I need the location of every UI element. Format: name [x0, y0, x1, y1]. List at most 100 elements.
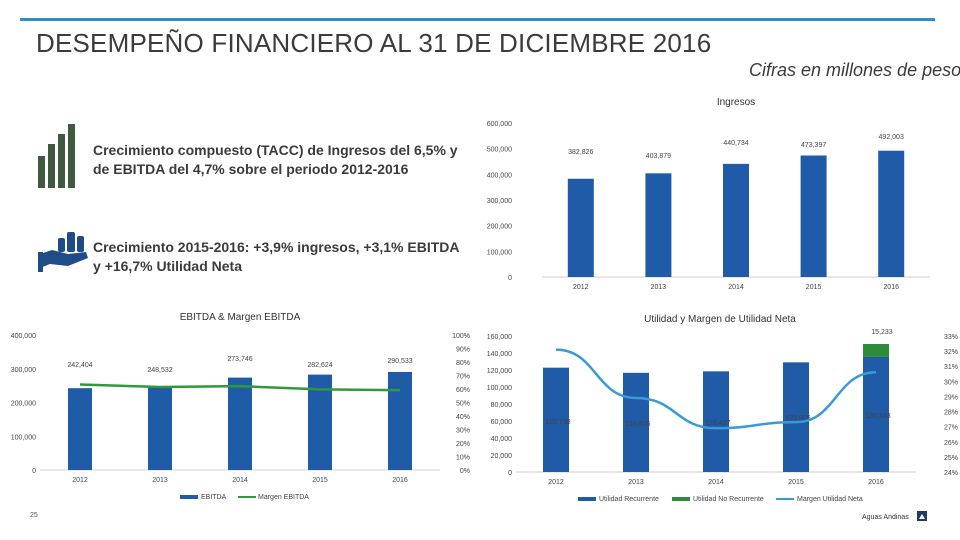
utilidad-value-label: 122,738 — [545, 419, 570, 426]
ebitda-bar — [228, 377, 252, 470]
ebitda-value-label: 242,404 — [67, 362, 92, 369]
utilidad-recurrente-bar — [543, 367, 569, 472]
ebitda-y2-tick-label: 40% — [456, 414, 470, 421]
utilidad-recurrente-bar — [863, 356, 889, 472]
utilidad-y-tick-label: 80,000 — [491, 402, 513, 409]
ingresos-x-tick-label: 2012 — [573, 284, 589, 291]
ebitda-y-tick-label: 0 — [32, 468, 36, 475]
utilidad-y2-tick-label: 26% — [944, 440, 958, 447]
ebitda-y2-tick-label: 60% — [456, 387, 470, 394]
utilidad-y2-tick-label: 28% — [944, 410, 958, 417]
utilidad-legend-label: Utilidad No Recurrente — [693, 496, 764, 503]
ingresos-y-tick-label: 500,000 — [487, 147, 512, 154]
utilidad-x-tick-label: 2014 — [708, 479, 724, 486]
utilidad-y2-tick-label: 32% — [944, 349, 958, 356]
ingresos-y-tick-label: 200,000 — [487, 224, 512, 231]
utilidad-y2-tick-label: 27% — [944, 425, 958, 432]
ingresos-x-tick-label: 2015 — [806, 284, 822, 291]
ebitda-legend-label: Margen EBITDA — [258, 494, 309, 501]
ebitda-chart-title: EBITDA & Margen EBITDA — [180, 312, 301, 323]
ebitda-value-label: 248,532 — [147, 367, 172, 374]
ebitda-chart: EBITDA & Margen EBITDA 0 100,000 200,000 300… — [11, 312, 470, 501]
brand-logo-icon — [917, 511, 927, 521]
ingresos-bar — [723, 163, 749, 277]
ebitda-y-tick-label: 100,000 — [11, 434, 36, 441]
utilidad-x-tick-label: 2013 — [628, 479, 644, 486]
ebitda-x-tick-label: 2014 — [232, 477, 248, 484]
ebitda-y2-tick-label: 0% — [460, 468, 470, 475]
utilidad-no-recurrente-label: 15,233 — [871, 329, 893, 336]
utilidad-recurrente-bar — [623, 372, 649, 472]
page-title: DESEMPEÑO FINANCIERO AL 31 DE DICIEMBRE … — [36, 28, 712, 58]
utilidad-y-tick-label: 160,000 — [487, 334, 512, 341]
utilidad-value-label: 118,427 — [706, 420, 731, 427]
highlight-growth-line1: Crecimiento 2015-2016: +3,9% ingresos, +… — [93, 239, 460, 255]
utilidad-value-label: 116,676 — [626, 421, 651, 428]
highlight-tacc: Crecimiento compuesto (TACC) de Ingresos… — [93, 141, 458, 179]
utilidad-x-tick-label: 2012 — [548, 479, 564, 486]
ebitda-x-tick-label: 2012 — [72, 477, 88, 484]
utilidad-y-tick-label: 120,000 — [487, 368, 512, 375]
ingresos-y-tick-label: 100,000 — [487, 249, 512, 256]
ingresos-chart: Ingresos 0 100,000 200,000 300,000 400,000 500… — [487, 97, 930, 291]
ebitda-y2-tick-label: 10% — [456, 455, 470, 462]
ebitda-y-tick-label: 300,000 — [11, 367, 36, 374]
ingresos-value-label: 492,003 — [879, 134, 904, 141]
utilidad-legend-label: Utilidad Recurrente — [599, 496, 659, 503]
page-number: 25 — [30, 512, 38, 519]
utilidad-y2-tick-label: 24% — [944, 470, 958, 477]
utilidad-y-tick-label: 40,000 — [491, 436, 513, 443]
ebitda-x-tick-label: 2013 — [152, 477, 168, 484]
ingresos-value-label: 440,734 — [723, 140, 748, 147]
utilidad-chart-title: Utilidad y Margen de Utilidad Neta — [644, 314, 796, 325]
utilidad-y2-tick-label: 33% — [944, 334, 958, 341]
utilidad-chart: Utilidad y Margen de Utilidad Neta 0 20,00… — [487, 314, 958, 503]
highlight-growth: Crecimiento 2015-2016: +3,9% ingresos, +… — [93, 238, 460, 276]
ingresos-y-tick-label: 0 — [508, 275, 512, 282]
ebitda-value-label: 290,533 — [387, 358, 412, 365]
ingresos-value-label: 473,397 — [801, 142, 826, 149]
ebitda-bar — [68, 388, 92, 470]
utilidad-y2-tick-label: 29% — [944, 394, 958, 401]
ebitda-y2-tick-label: 70% — [456, 374, 470, 381]
utilidad-y2-tick-label: 30% — [944, 379, 958, 386]
ingresos-value-label: 403,879 — [646, 153, 671, 160]
ebitda-y2-tick-label: 100% — [452, 333, 470, 340]
utilidad-value-label: 129,006 — [785, 415, 810, 422]
ingresos-value-label: 382,826 — [568, 149, 593, 156]
ingresos-bar — [800, 155, 827, 277]
ingresos-x-tick-label: 2016 — [883, 284, 899, 291]
utilidad-recurrente-bar — [783, 362, 809, 472]
ebitda-y2-tick-label: 20% — [456, 441, 470, 448]
ebitda-y-tick-label: 200,000 — [11, 401, 36, 408]
ingresos-chart-title: Ingresos — [717, 97, 755, 108]
ebitda-y-tick-label: 400,000 — [11, 333, 36, 340]
utilidad-legend-label: Margen Utilidad Neta — [797, 496, 863, 503]
ebitda-y2-tick-label: 30% — [456, 428, 470, 435]
ingresos-bar — [645, 173, 672, 277]
highlight-tacc-line2: de EBITDA del 4,7% sobre el periodo 2012… — [93, 161, 409, 177]
utilidad-x-tick-label: 2016 — [868, 479, 884, 486]
utilidad-y-tick-label: 60,000 — [491, 419, 513, 426]
utilidad-x-tick-label: 2015 — [788, 479, 804, 486]
ingresos-y-tick-label: 300,000 — [487, 198, 512, 205]
ebitda-x-tick-label: 2015 — [312, 477, 328, 484]
money-hand-icon — [38, 228, 90, 279]
utilidad-recurrente-bar — [703, 371, 729, 472]
ebitda-value-label: 273,746 — [227, 356, 252, 363]
highlight-tacc-line1: Crecimiento compuesto (TACC) de Ingresos… — [93, 142, 458, 158]
ingresos-bar — [878, 150, 905, 277]
utilidad-value-label: 135,343 — [865, 413, 890, 420]
utilidad-y-tick-label: 100,000 — [487, 385, 512, 392]
ingresos-x-tick-label: 2014 — [728, 284, 744, 291]
utilidad-y-tick-label: 0 — [508, 470, 512, 477]
page-subtitle: Cifras en millones de pesos — [749, 60, 960, 80]
ingresos-x-tick-label: 2013 — [651, 284, 667, 291]
highlight-growth-line2: y +16,7% Utilidad Neta — [93, 258, 243, 274]
ebitda-value-label: 282,624 — [307, 362, 332, 369]
brand-name: Aguas Andinas — [862, 514, 909, 521]
ebitda-legend-swatch-bar — [180, 495, 198, 499]
bar-chart-icon — [38, 122, 84, 193]
utilidad-y2-tick-label: 31% — [944, 364, 958, 371]
ebitda-margin-line — [79, 383, 401, 392]
